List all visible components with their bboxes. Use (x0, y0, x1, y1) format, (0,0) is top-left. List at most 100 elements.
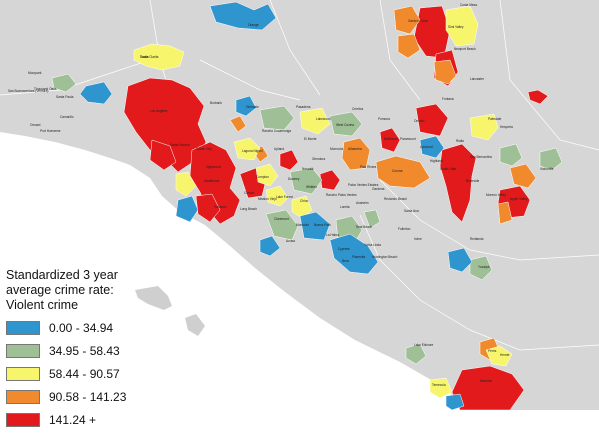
city-polygon (265, 209, 299, 241)
legend-title-line-1: Standardized 3 year (6, 268, 118, 282)
place-label: Culver City (196, 147, 212, 151)
city-polygon (133, 43, 185, 71)
place-label: Glendora (312, 157, 325, 161)
place-label: Redlands (470, 237, 484, 241)
place-label: Victorville (540, 167, 554, 171)
city-polygon (299, 107, 331, 135)
place-label: Lake Forest (276, 195, 293, 199)
legend-label-class-3: 58.44 - 90.57 (49, 367, 120, 381)
place-label: Pomona (378, 117, 390, 121)
place-label: Palos Verdes Estates (348, 183, 379, 187)
place-label: Santa Paula (56, 95, 74, 99)
place-label: Ontario (414, 119, 425, 123)
place-label: Tustin (140, 55, 149, 59)
city-polygon (499, 143, 523, 167)
legend-item-class-3: 58.44 - 90.57 (6, 365, 206, 383)
place-label: Hesperia (500, 125, 513, 129)
place-label: Orange (248, 23, 259, 27)
city-polygon (329, 111, 363, 137)
city-polygon (259, 105, 295, 131)
place-label: El Monte (304, 137, 317, 141)
place-label: Bellflower (384, 137, 399, 141)
city-polygon (259, 235, 281, 257)
city-polygon (415, 103, 449, 137)
place-label: Hawthorne (204, 179, 220, 183)
city-polygon (447, 247, 473, 273)
place-label: Moreno Valley (486, 193, 507, 197)
place-label: Brea (342, 259, 349, 263)
place-label: Santa Monica (170, 143, 190, 147)
city-polygon (279, 149, 299, 171)
city-polygon (469, 255, 493, 281)
place-label: Palmdale (488, 117, 502, 121)
place-label: Lynwood (420, 145, 433, 149)
place-label: Seal Beach (356, 225, 373, 229)
place-label: Cerritos (352, 107, 364, 111)
city-polygon (379, 127, 401, 153)
place-label: Pasadena (296, 105, 311, 109)
city-polygon (469, 113, 499, 141)
place-label: Montclair (296, 223, 310, 227)
place-label: Newport Beach (454, 47, 476, 51)
city-polygon (149, 139, 177, 171)
city-polygon (445, 5, 479, 47)
city-polygon (397, 33, 421, 59)
legend-title-line-2: average crime rate: (6, 283, 114, 297)
place-label: Costa Mesa (460, 3, 477, 7)
city-polygon (175, 171, 197, 197)
place-label: Claremont (274, 217, 289, 221)
place-label: Rancho Cucamonga (262, 129, 291, 133)
place-label: Riverside (466, 179, 480, 183)
place-label: West Covina (336, 123, 354, 127)
city-polygon (195, 193, 221, 223)
place-label: Yorba Linda (364, 243, 381, 247)
city-polygon (189, 141, 241, 225)
city-polygon (329, 233, 379, 275)
place-label: San Buenaventura (Ventura) (8, 89, 48, 93)
place-label: Placentia (352, 255, 365, 259)
city-polygon (497, 201, 513, 225)
place-label: South Gate (440, 167, 456, 171)
city-polygon (341, 137, 371, 171)
city-polygon (433, 59, 457, 85)
place-label: San Bernardino (470, 155, 492, 159)
place-label: Pico Rivera (360, 165, 377, 169)
place-label: Glendale (246, 105, 259, 109)
city-polygon (233, 137, 261, 161)
place-label: Yucaipa (478, 265, 490, 269)
place-label: Irvine (414, 237, 422, 241)
place-label: Lancaster (470, 77, 485, 81)
city-polygon (485, 345, 513, 367)
map: Santa Clarita Simi Valley Moorpark Thousand… (0, 0, 599, 410)
city-polygon (299, 211, 331, 241)
city-polygon (209, 1, 277, 31)
legend-label-class-2: 34.95 - 58.43 (49, 344, 120, 358)
legend-swatch-class-5 (6, 413, 40, 427)
place-label: Temecula (432, 383, 446, 387)
place-label: Mission Viejo (258, 197, 277, 201)
place-label: Compton (256, 175, 269, 179)
city-polygon (265, 185, 289, 207)
place-label: Downey (288, 177, 300, 181)
place-label: Upland (274, 147, 284, 151)
legend-item-class-2: 34.95 - 58.43 (6, 342, 206, 360)
place-label: Lakewood (316, 117, 331, 121)
city-polygon (229, 115, 247, 133)
legend-swatch-class-2 (6, 344, 40, 358)
place-label: Camarillo (60, 115, 74, 119)
legend-item-class-5: 141.24 + (6, 411, 206, 429)
place-label: Los Angeles (150, 109, 168, 113)
place-label: Redondo Beach (384, 197, 407, 201)
place-label: Simi Valley (448, 25, 464, 29)
place-label: La Habra (326, 233, 339, 237)
place-label: Corona (392, 169, 403, 173)
place-label: Highland (430, 159, 443, 163)
place-label: Fontana (442, 97, 454, 101)
city-polygon (419, 135, 445, 159)
place-label: Paramount (400, 137, 416, 141)
city-polygon (445, 393, 465, 410)
city-polygon (235, 95, 257, 117)
place-label: Hemet (500, 353, 510, 357)
city-polygon (175, 195, 199, 223)
city-polygon (429, 377, 453, 399)
